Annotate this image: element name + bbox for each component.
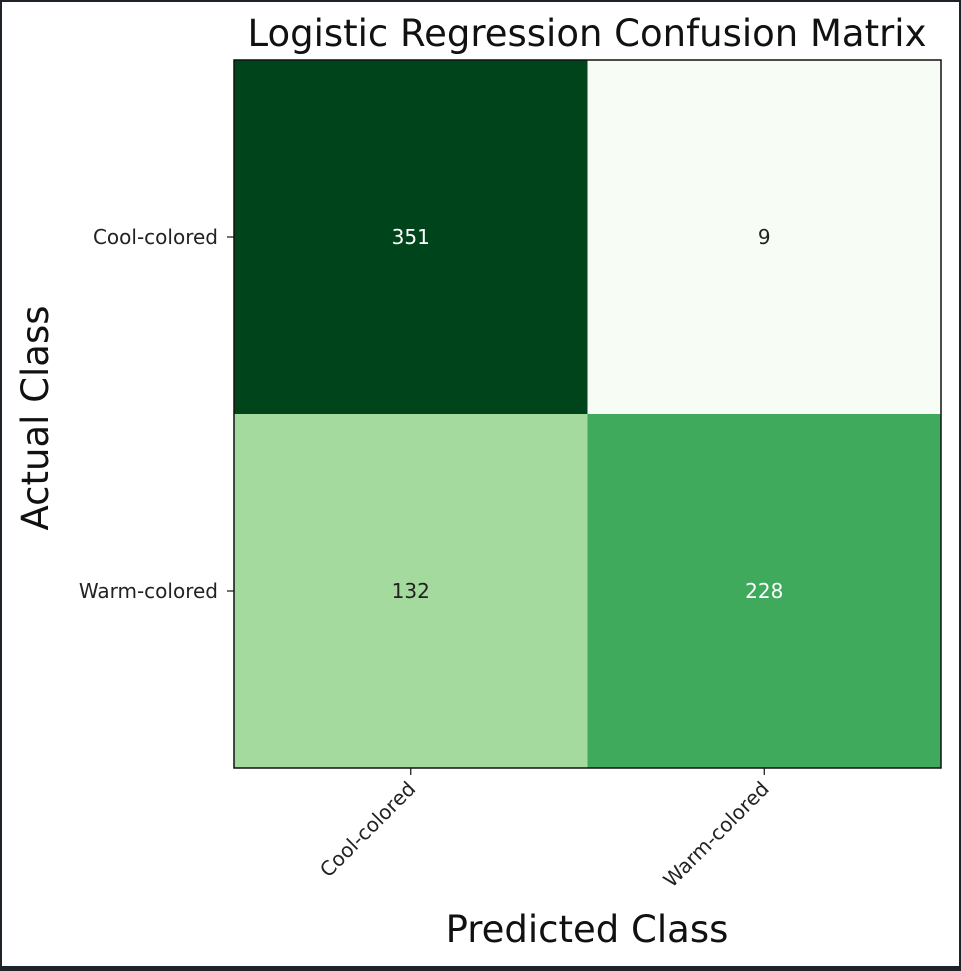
matrix-cell-0-1 — [587, 60, 941, 414]
plot-frame — [233, 59, 942, 769]
matrix-value-label: 132 — [392, 579, 430, 603]
chart-title: Logistic Regression Confusion Matrix — [248, 12, 927, 55]
x-tick-label: Warm-colored — [658, 777, 773, 892]
y-axis-ticks: Cool-colored Warm-colored — [79, 225, 234, 603]
matrix-cell-0-0 — [234, 60, 588, 414]
matrix-value-label: 9 — [758, 225, 771, 249]
y-axis-label: Actual Class — [14, 305, 57, 530]
matrix-cell-1-1 — [587, 414, 941, 768]
matrix-value-label: 228 — [745, 579, 783, 603]
matrix-cell-1-0 — [234, 414, 588, 768]
matrix-value-label: 351 — [392, 225, 430, 249]
x-axis-label: Predicted Class — [446, 908, 729, 951]
x-tick-label: Cool-colored — [315, 777, 420, 882]
matrix-value-labels: 351 9 132 228 — [392, 225, 784, 603]
y-tick-label: Cool-colored — [93, 225, 218, 249]
x-axis-ticks: Cool-colored Warm-colored — [315, 768, 774, 892]
matrix-cells — [234, 60, 941, 768]
y-tick-label: Warm-colored — [79, 579, 218, 603]
